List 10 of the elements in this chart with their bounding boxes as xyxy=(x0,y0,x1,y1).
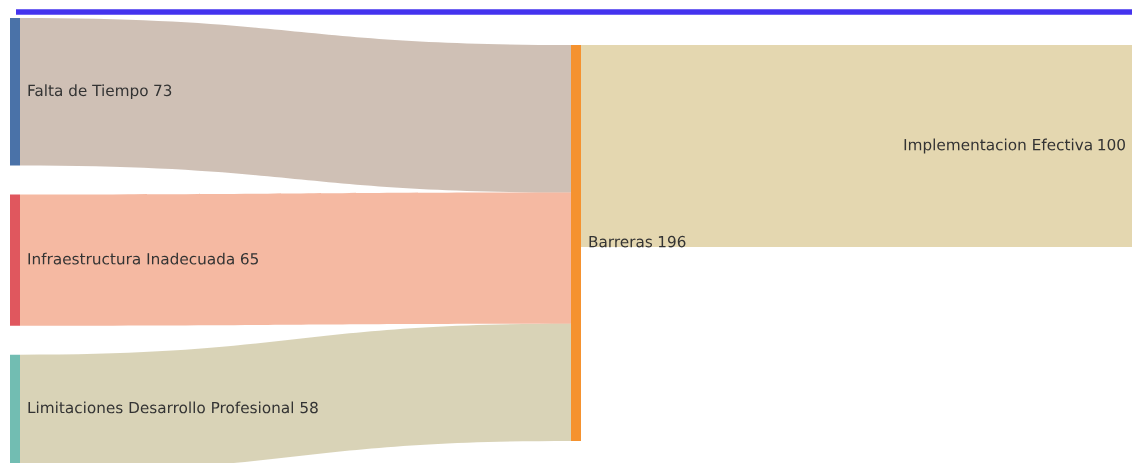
category-label: Implementacion Efectiva xyxy=(904,138,1092,154)
data-label: 58 xyxy=(300,401,318,414)
category-label: Infraestructura Inadecuada xyxy=(28,252,234,265)
category-label: Barreras xyxy=(589,236,653,248)
category-label: Limitaciones Desarrollo Profesional xyxy=(28,401,294,414)
category-label: Falta de Tiempo xyxy=(28,84,148,100)
data-label: 196 xyxy=(658,235,686,248)
data-label: 100 xyxy=(1098,138,1125,151)
data-label: 73 xyxy=(154,84,172,97)
data-label: 65 xyxy=(240,252,258,265)
